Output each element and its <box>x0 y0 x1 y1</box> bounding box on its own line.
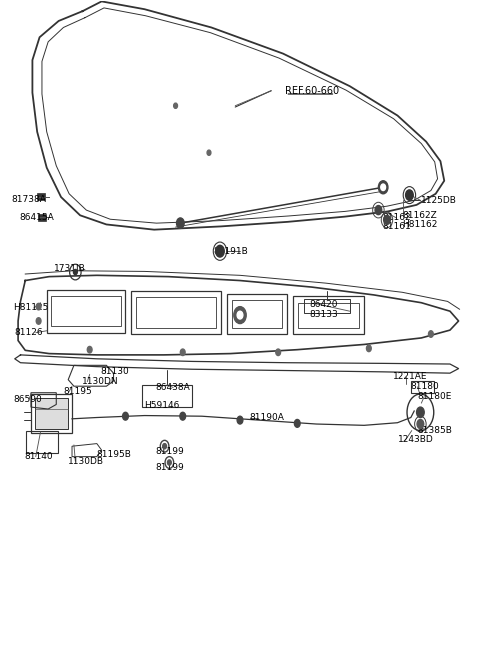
Circle shape <box>177 218 184 229</box>
Text: 81195: 81195 <box>63 387 92 396</box>
Text: 81140: 81140 <box>24 452 53 461</box>
Text: 1130DB: 1130DB <box>68 457 104 466</box>
Text: 1221AE: 1221AE <box>393 372 427 381</box>
Text: 81130: 81130 <box>101 367 130 377</box>
Circle shape <box>216 246 224 257</box>
Circle shape <box>122 412 128 420</box>
Circle shape <box>234 307 246 324</box>
Text: 83133: 83133 <box>309 310 338 319</box>
Circle shape <box>237 416 243 424</box>
Circle shape <box>417 419 424 428</box>
Text: 81190A: 81190A <box>250 413 285 422</box>
Text: 1243BD: 1243BD <box>397 435 433 444</box>
Circle shape <box>168 460 171 465</box>
Polygon shape <box>35 398 68 429</box>
Circle shape <box>87 346 92 353</box>
Circle shape <box>417 407 424 417</box>
Polygon shape <box>38 214 46 221</box>
Polygon shape <box>37 193 45 200</box>
Circle shape <box>406 190 413 200</box>
Circle shape <box>294 419 300 427</box>
Text: 81161: 81161 <box>382 222 411 231</box>
Circle shape <box>276 349 281 356</box>
Circle shape <box>180 412 186 420</box>
Circle shape <box>36 318 41 324</box>
Text: H59146: H59146 <box>144 402 180 410</box>
Text: 81180E: 81180E <box>418 392 452 401</box>
Text: 86438A: 86438A <box>155 383 190 392</box>
Circle shape <box>384 215 390 225</box>
Circle shape <box>366 345 371 352</box>
Text: 81385B: 81385B <box>418 426 453 435</box>
Text: 81162Z: 81162Z <box>402 211 437 220</box>
Circle shape <box>381 184 385 191</box>
Text: 81199: 81199 <box>155 447 184 456</box>
Text: 81195B: 81195B <box>97 450 132 459</box>
Circle shape <box>180 349 185 356</box>
Circle shape <box>237 311 243 319</box>
Text: 81180: 81180 <box>411 382 440 390</box>
Text: 1125DB: 1125DB <box>421 196 457 205</box>
Circle shape <box>378 181 388 194</box>
Text: 81738A: 81738A <box>11 195 46 204</box>
Circle shape <box>73 269 77 274</box>
Circle shape <box>163 443 167 449</box>
Circle shape <box>174 103 178 108</box>
Text: 81126: 81126 <box>15 328 43 337</box>
Text: H81162: H81162 <box>402 220 438 229</box>
Circle shape <box>429 331 433 337</box>
Text: 86590: 86590 <box>13 395 42 403</box>
Circle shape <box>207 150 211 155</box>
Text: 86420: 86420 <box>309 299 338 309</box>
Text: 1731JB: 1731JB <box>54 265 85 273</box>
Text: 82191B: 82191B <box>214 247 249 255</box>
Text: H81125: H81125 <box>13 303 48 312</box>
Text: REF.60-660: REF.60-660 <box>285 86 339 96</box>
Text: 81199: 81199 <box>155 463 184 472</box>
Text: 86415A: 86415A <box>20 214 54 223</box>
Text: 81162: 81162 <box>382 214 411 223</box>
Text: 1130DN: 1130DN <box>82 377 118 386</box>
Circle shape <box>36 303 41 310</box>
Circle shape <box>375 206 382 215</box>
